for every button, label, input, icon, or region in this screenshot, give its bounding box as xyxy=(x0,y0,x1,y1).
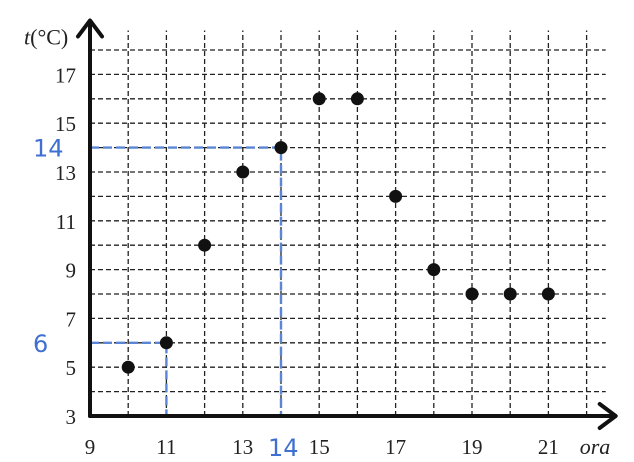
data-point xyxy=(236,165,250,179)
handwritten-guide-line xyxy=(90,146,283,416)
y-tick-labels: 3 5 7 9 11 13 15 17 xyxy=(55,63,76,429)
y-axis-title-symbol: t xyxy=(24,24,31,49)
y-tick-label: 17 xyxy=(55,63,76,87)
x-tick-label: 11 xyxy=(156,435,176,459)
y-axis-arrowhead xyxy=(76,18,104,39)
x-tick-label: 19 xyxy=(462,435,483,459)
data-point xyxy=(159,336,173,350)
x-tick-label: 21 xyxy=(538,435,559,459)
handwritten-y-label: 14 xyxy=(33,135,64,163)
grid xyxy=(90,30,606,416)
handwritten-y-label: 6 xyxy=(33,330,48,358)
y-tick-label: 5 xyxy=(66,356,77,380)
data-point xyxy=(503,287,517,301)
data-point xyxy=(541,287,555,301)
y-tick-label: 9 xyxy=(66,259,77,283)
x-tick-label: 15 xyxy=(309,435,330,459)
data-point xyxy=(427,263,441,277)
y-axis-title: t(°C) xyxy=(24,24,68,49)
data-point xyxy=(121,360,135,374)
x-tick-label: 13 xyxy=(232,435,253,459)
y-tick-label: 7 xyxy=(66,307,77,331)
x-tick-label: 9 xyxy=(85,435,96,459)
x-axis-arrowhead xyxy=(597,402,618,430)
data-point xyxy=(350,92,364,106)
y-tick-label: 15 xyxy=(55,112,76,136)
data-point xyxy=(198,238,212,252)
y-tick-label: 13 xyxy=(55,161,76,185)
y-tick-label: 11 xyxy=(56,210,76,234)
data-point xyxy=(274,141,288,155)
x-tick-labels: 9 11 13 15 17 19 21 xyxy=(85,435,559,459)
x-tick-label: 17 xyxy=(385,435,406,459)
axes xyxy=(76,18,618,430)
handwritten-x-label: 14 xyxy=(268,434,299,462)
handwritten-guide-line xyxy=(90,341,168,416)
data-points xyxy=(121,92,555,374)
y-axis-title-unit: (°C) xyxy=(30,24,68,49)
data-point xyxy=(465,287,479,301)
x-axis-title: ora xyxy=(580,434,611,459)
data-point xyxy=(389,189,403,203)
data-point xyxy=(312,92,326,106)
y-tick-label: 3 xyxy=(66,405,77,429)
